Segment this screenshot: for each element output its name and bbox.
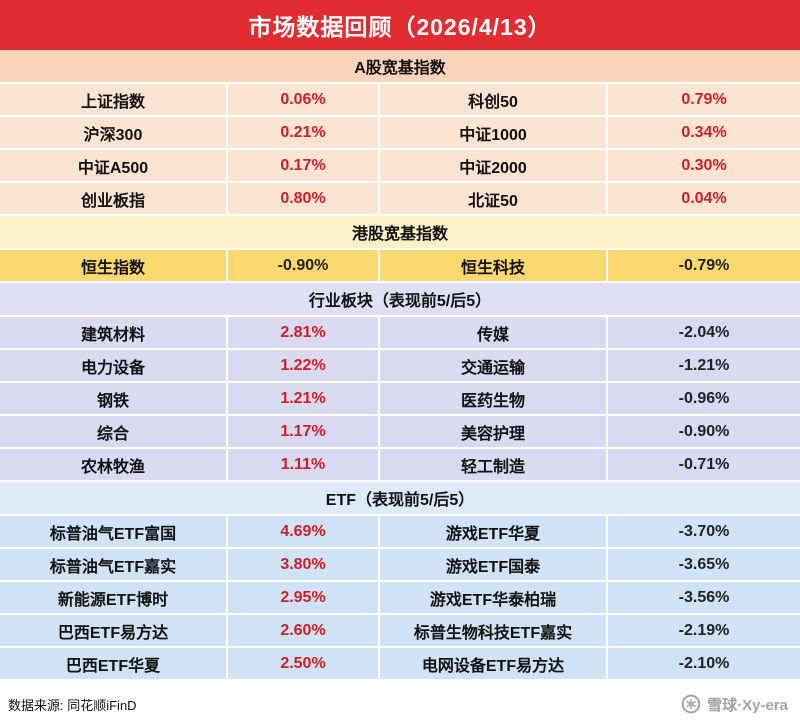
sector-change: -0.90%: [678, 422, 730, 440]
sector-change: 1.21%: [228, 383, 380, 414]
index-change: -0.90%: [228, 250, 380, 281]
etf-name: 标普生物科技ETF嘉实: [380, 615, 608, 646]
index-name: 恒生科技: [380, 250, 608, 281]
sector-change: -0.71%: [678, 455, 730, 473]
etf-change: -3.65%: [678, 555, 730, 573]
etf-name: 巴西ETF易方达: [0, 615, 228, 646]
index-name: 上证指数: [0, 84, 228, 115]
index-change: 0.79%: [681, 90, 727, 108]
sector-change: -2.04%: [678, 323, 730, 341]
data-source-label: 数据来源: 同花顺iFinD: [8, 697, 137, 713]
index-name: 创业板指: [0, 183, 228, 214]
index-name: 中证A500: [0, 150, 228, 181]
index-name: 中证2000: [380, 150, 608, 181]
etf-name: 标普油气ETF富国: [0, 516, 228, 547]
sector-name: 综合: [0, 416, 228, 447]
etf-name: 游戏ETF华夏: [380, 516, 608, 547]
sector-change: 1.17%: [228, 416, 380, 447]
sector-change: -1.21%: [678, 356, 730, 374]
etf-name: 电网设备ETF易方达: [380, 648, 608, 679]
sector-name: 建筑材料: [0, 317, 228, 348]
table-row: 巴西ETF易方达 2.60% 标普生物科技ETF嘉实 -2.19%: [0, 615, 800, 648]
table-row: 新能源ETF博时 2.95% 游戏ETF华泰柏瑞 -3.56%: [0, 582, 800, 615]
sector-change: 2.81%: [228, 317, 380, 348]
table-row: 钢铁 1.21% 医药生物 -0.96%: [0, 383, 800, 416]
index-change: 0.80%: [228, 183, 380, 214]
etf-name: 标普油气ETF嘉实: [0, 549, 228, 580]
sector-name: 钢铁: [0, 383, 228, 414]
table-row: 农林牧渔 1.11% 轻工制造 -0.71%: [0, 449, 800, 482]
index-change: 0.06%: [228, 84, 380, 115]
sector-name: 轻工制造: [380, 449, 608, 480]
index-name: 恒生指数: [0, 250, 228, 281]
index-change: 0.04%: [681, 189, 727, 207]
table-row: 沪深300 0.21% 中证1000 0.34%: [0, 117, 800, 150]
section-header-hk: 港股宽基指数: [0, 216, 800, 250]
table-row: 恒生指数 -0.90% 恒生科技 -0.79%: [0, 250, 800, 283]
sector-name: 电力设备: [0, 350, 228, 381]
index-name: 沪深300: [0, 117, 228, 148]
etf-change: -2.19%: [678, 621, 730, 639]
section-header-industry: 行业板块（表现前5/后5）: [0, 283, 800, 317]
index-change: 0.21%: [228, 117, 380, 148]
index-name: 北证50: [380, 183, 608, 214]
table-row: 巴西ETF华夏 2.50% 电网设备ETF易方达 -2.10%: [0, 648, 800, 681]
etf-change: -3.56%: [678, 588, 730, 606]
etf-change: 3.80%: [228, 549, 380, 580]
xueqiu-logo-icon: [681, 694, 701, 714]
sector-name: 农林牧渔: [0, 449, 228, 480]
index-change: 0.17%: [228, 150, 380, 181]
sector-name: 传媒: [380, 317, 608, 348]
section-header-a-share: A股宽基指数: [0, 50, 800, 84]
index-change: -0.79%: [678, 256, 730, 274]
etf-change: 2.50%: [228, 648, 380, 679]
sector-change: 1.11%: [228, 449, 380, 480]
sector-change: -0.96%: [678, 389, 730, 407]
etf-change: -3.70%: [678, 522, 730, 540]
etf-change: -2.10%: [678, 654, 730, 672]
table-row: 标普油气ETF嘉实 3.80% 游戏ETF国泰 -3.65%: [0, 549, 800, 582]
footer: 数据来源: 同花顺iFinD 雪球·Xy-era: [0, 681, 800, 727]
sector-name: 美容护理: [380, 416, 608, 447]
etf-change: 2.95%: [228, 582, 380, 613]
etf-name: 新能源ETF博时: [0, 582, 228, 613]
section-header-etf: ETF（表现前5/后5）: [0, 482, 800, 516]
watermark-text: 雪球·Xy-era: [707, 696, 788, 714]
sector-change: 1.22%: [228, 350, 380, 381]
page-title: 市场数据回顾（2026/4/13）: [0, 0, 800, 50]
etf-name: 游戏ETF华泰柏瑞: [380, 582, 608, 613]
sector-name: 交通运输: [380, 350, 608, 381]
index-name: 中证1000: [380, 117, 608, 148]
table-row: 中证A500 0.17% 中证2000 0.30%: [0, 150, 800, 183]
etf-change: 4.69%: [228, 516, 380, 547]
index-change: 0.30%: [681, 156, 727, 174]
etf-name: 巴西ETF华夏: [0, 648, 228, 679]
table-row: 上证指数 0.06% 科创50 0.79%: [0, 84, 800, 117]
etf-change: 2.60%: [228, 615, 380, 646]
table-row: 电力设备 1.22% 交通运输 -1.21%: [0, 350, 800, 383]
etf-name: 游戏ETF国泰: [380, 549, 608, 580]
index-name: 科创50: [380, 84, 608, 115]
sector-name: 医药生物: [380, 383, 608, 414]
table-row: 综合 1.17% 美容护理 -0.90%: [0, 416, 800, 449]
watermark: 雪球·Xy-era: [681, 694, 788, 715]
table-row: 创业板指 0.80% 北证50 0.04%: [0, 183, 800, 216]
table-row: 建筑材料 2.81% 传媒 -2.04%: [0, 317, 800, 350]
table-row: 标普油气ETF富国 4.69% 游戏ETF华夏 -3.70%: [0, 516, 800, 549]
index-change: 0.34%: [681, 123, 727, 141]
